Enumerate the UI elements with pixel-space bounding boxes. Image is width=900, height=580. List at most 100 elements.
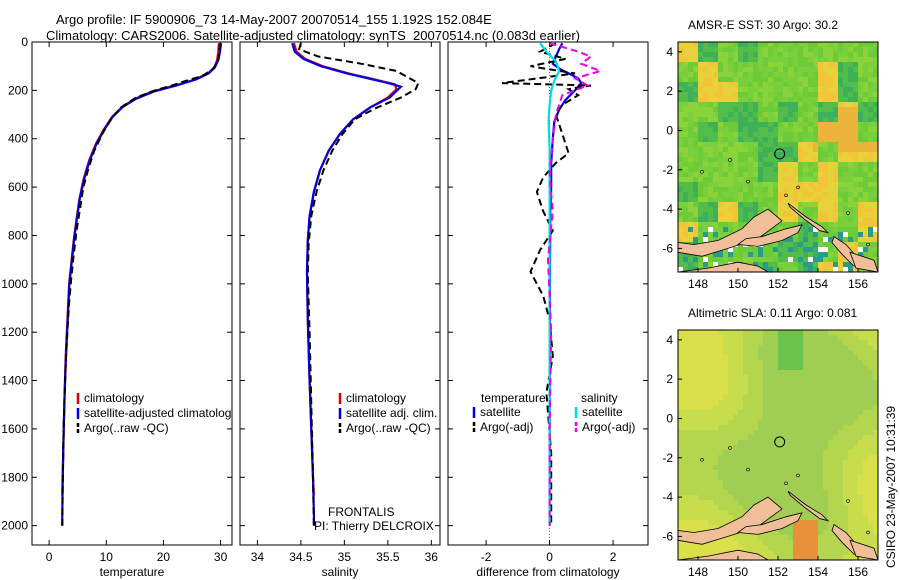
sst-map-cell (843, 187, 849, 193)
sla-map-cell (838, 350, 844, 356)
sst-map-cell (723, 112, 729, 118)
sst-map-cell (863, 67, 869, 73)
sst-map-cell (798, 117, 804, 123)
sst-map-cell (863, 117, 869, 123)
sst-map-cell (733, 77, 739, 83)
sla-map-cell (873, 420, 879, 426)
sla-map-cell (713, 340, 719, 346)
sla-map-cell (743, 335, 749, 341)
sla-map-cell (788, 555, 794, 561)
sla-map-cell (798, 545, 804, 551)
sst-map-cell (873, 157, 879, 163)
sst-map-cell (763, 252, 769, 258)
sla-map-cell (718, 540, 724, 546)
sst-map-cell (863, 232, 869, 238)
sla-map-cell (708, 440, 714, 446)
sla-map-cell (818, 485, 824, 491)
sla-map-cell (818, 545, 824, 551)
sla-map-cell (763, 440, 769, 446)
sst-map-cell (748, 182, 754, 188)
sla-map-cell (858, 500, 864, 506)
sst-map-cell (808, 202, 814, 208)
sla-map-cell (783, 420, 789, 426)
sla-map-cell (723, 405, 729, 411)
sla-map-cell (823, 500, 829, 506)
sla-map-cell (743, 345, 749, 351)
sst-map-cell (838, 227, 844, 233)
sst-map-cell (728, 222, 734, 228)
sla-map-cell (723, 540, 729, 546)
sst-map-cell (798, 52, 804, 58)
sst-map-cell (738, 147, 744, 153)
sst-map-cell (783, 122, 789, 128)
sla-map-cell (848, 450, 854, 456)
sla-map-cell (843, 345, 849, 351)
sst-map-cell (808, 82, 814, 88)
sst-map-cell (858, 62, 864, 68)
sla-map-cell (683, 330, 689, 336)
sla-map-cell (698, 380, 704, 386)
sla-map-cell (733, 420, 739, 426)
sst-map-cell (678, 237, 684, 243)
sla-map-cell (713, 455, 719, 461)
sla-map-cell (788, 535, 794, 541)
sst-map-cell (848, 232, 854, 238)
sst-map-cell (873, 252, 879, 258)
sst-map-cell (743, 107, 749, 113)
sla-map-cell (768, 460, 774, 466)
sst-map-cell (828, 142, 834, 148)
sst-map-cell (873, 47, 879, 53)
sla-map-cell (868, 350, 874, 356)
sst-map-cell (783, 137, 789, 143)
sla-map-cell (688, 555, 694, 561)
sla-map-cell (843, 485, 849, 491)
sst-map-cell (858, 107, 864, 113)
sst-map-cell (823, 77, 829, 83)
sla-map-cell (848, 550, 854, 556)
sst-map-cell (858, 227, 864, 233)
sst-map-cell (863, 92, 869, 98)
sst-map-cell (768, 157, 774, 163)
sla-map-cell (693, 340, 699, 346)
sla-map-cell (818, 375, 824, 381)
sst-map-cell (798, 167, 804, 173)
sst-map-cell (783, 147, 789, 153)
sst-map-cell (863, 77, 869, 83)
sst-map-cell (793, 157, 799, 163)
sla-map-cell (848, 335, 854, 341)
sst-map-cell (738, 127, 744, 133)
sst-map-cell (858, 57, 864, 63)
sst-map-cell (798, 267, 804, 273)
sla-map-cell (858, 340, 864, 346)
sst-map-cell (828, 97, 834, 103)
sla-map-cell (783, 465, 789, 471)
sst-map-cell (688, 112, 694, 118)
sla-map-cell (818, 550, 824, 556)
sst-map-cell (758, 117, 764, 123)
sla-map-cell (678, 430, 684, 436)
sst-map-cell (833, 247, 839, 253)
sla-map-cell (778, 395, 784, 401)
sla-map-cell (818, 415, 824, 421)
sst-map-cell (703, 92, 709, 98)
sst-map-cell (843, 262, 849, 268)
sla-map-cell (808, 340, 814, 346)
sst-map-cell (783, 117, 789, 123)
sla-map-cell (813, 475, 819, 481)
sst-map-cell (728, 87, 734, 93)
sla-map-cell (823, 335, 829, 341)
sla-map-cell (843, 500, 849, 506)
sla-map-cell (708, 345, 714, 351)
sst-map-cell (838, 197, 844, 203)
sst-map-cell (818, 157, 824, 163)
sla-map-cell (763, 550, 769, 556)
sla-map-cell (843, 405, 849, 411)
sst-map-cell (823, 147, 829, 153)
sst-map-cell (853, 157, 859, 163)
sst-map-cell (738, 42, 744, 48)
sla-map-cell (708, 545, 714, 551)
sst-map-cell (863, 127, 869, 133)
sst-map-cell (818, 67, 824, 73)
sst-map-cell (763, 207, 769, 213)
sst-map-cell (868, 207, 874, 213)
